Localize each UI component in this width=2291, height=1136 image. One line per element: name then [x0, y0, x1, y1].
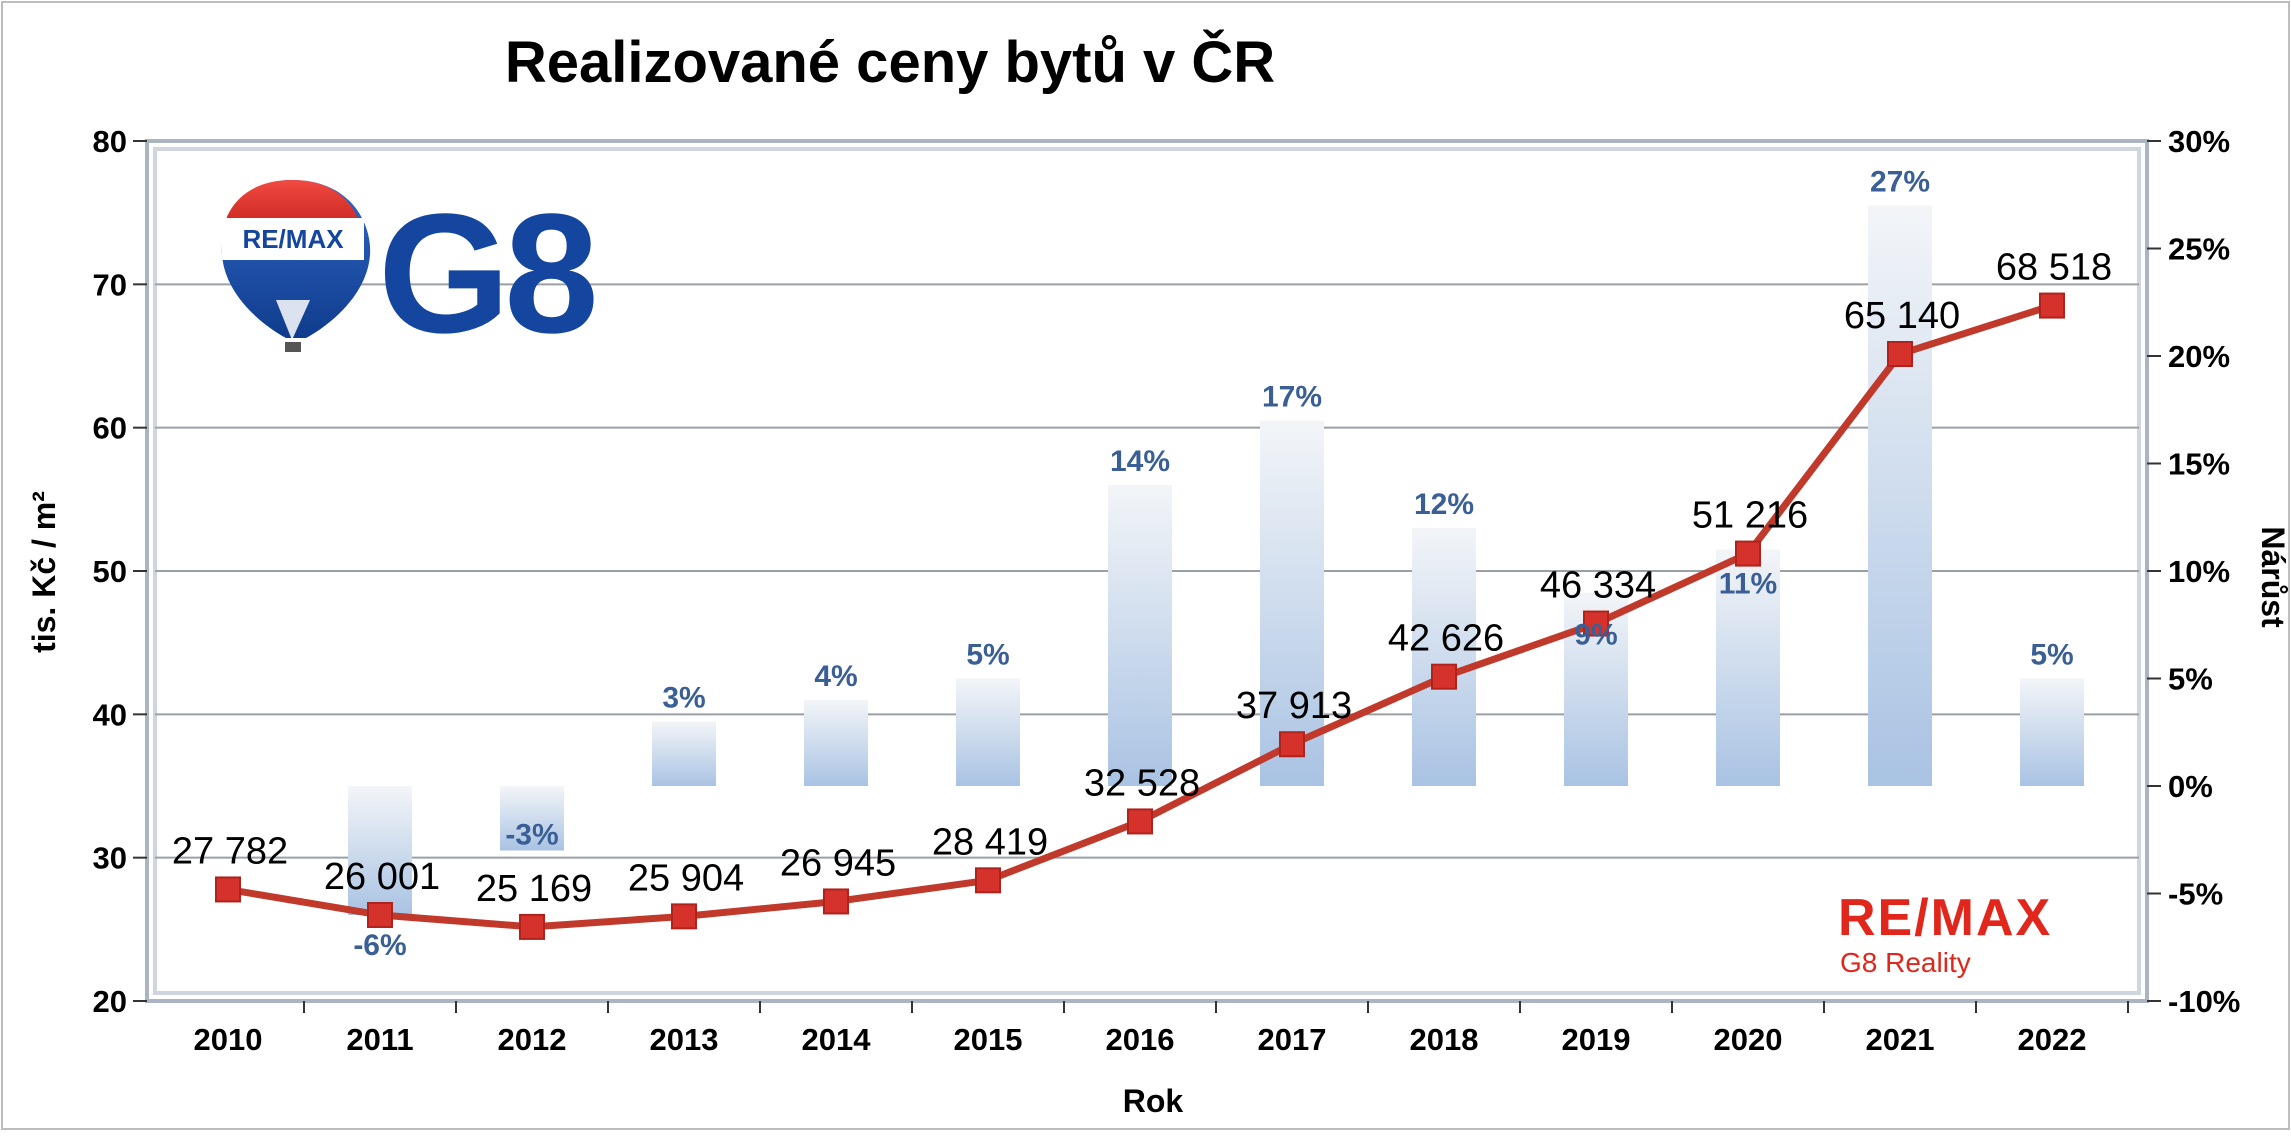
right-tick-label: 30% [2168, 124, 2230, 159]
bar-series [348, 205, 2084, 915]
g8-logo: G8 [378, 179, 594, 369]
x-tick-label: 2013 [650, 1022, 719, 1057]
bar-label: 3% [662, 682, 705, 715]
price-point [1735, 540, 1761, 567]
balloon-logo-text: RE/MAX [242, 224, 344, 254]
line-series [215, 292, 2065, 940]
right-tick-label: 5% [2168, 662, 2213, 697]
bar [652, 721, 716, 786]
price-point [823, 888, 849, 915]
bar-labels: -6% -3% 3% 4% 5% 14% 17% 12% 9% 11% 27% 5% [353, 166, 2073, 963]
price-label: 46 334 [1540, 565, 1656, 607]
bar-label: 27% [1870, 166, 1930, 199]
price-label: 51 216 [1692, 495, 1808, 537]
price-label: 28 419 [932, 821, 1048, 863]
left-tick-label: 50 [93, 554, 127, 589]
left-tick-label: 40 [93, 697, 127, 732]
remax-brand-logo: RE/MAX [1838, 889, 2052, 947]
price-point [519, 913, 545, 940]
bar-label: 11% [1719, 568, 1777, 601]
bar-label: 17% [1262, 381, 1322, 414]
bar-label: 5% [2030, 639, 2073, 672]
right-tick-label: 20% [2168, 339, 2230, 374]
right-tick-label: 10% [2168, 554, 2230, 589]
right-tick-label: 0% [2168, 769, 2213, 804]
price-label: 25 169 [476, 868, 592, 910]
bar [1412, 528, 1476, 786]
price-point [367, 901, 393, 928]
right-tick-label: 25% [2168, 232, 2230, 267]
bar [956, 678, 1020, 786]
bar-label: 5% [966, 639, 1009, 672]
price-label: 32 528 [1084, 762, 1200, 804]
x-tick-label: 2019 [1562, 1022, 1631, 1057]
bar [1716, 549, 1780, 786]
x-tick-label: 2021 [1866, 1022, 1935, 1057]
bar-label: -6% [353, 929, 406, 962]
bar-label: -3% [505, 819, 558, 852]
price-label: 25 904 [628, 857, 744, 899]
chart-title: Realizované ceny bytů v ČR [505, 30, 1275, 95]
price-point [2039, 292, 2065, 319]
price-point [1279, 731, 1305, 758]
left-tick-label: 20 [93, 984, 127, 1019]
x-axis-title: Rok [1123, 1083, 1184, 1119]
bar-label: 12% [1414, 488, 1474, 521]
remax-brand-subtitle: G8 Reality [1840, 947, 1971, 978]
x-tick-label: 2020 [1714, 1022, 1783, 1057]
price-point [215, 876, 241, 903]
price-point [1431, 663, 1457, 690]
x-tick-label: 2011 [346, 1022, 413, 1057]
left-tick-label: 70 [93, 267, 127, 302]
bar [804, 700, 868, 786]
left-axis-title: tis. Kč / m² [26, 491, 62, 653]
left-tick-label: 80 [93, 124, 127, 159]
remax-balloon-logo: RE/MAX [221, 180, 371, 352]
bar-label: 4% [814, 660, 857, 693]
price-label: 27 782 [172, 830, 288, 872]
x-tick-label: 2018 [1410, 1022, 1479, 1057]
price-point [975, 867, 1001, 894]
right-axis-title: Nárůst [2255, 526, 2291, 628]
right-tick-label: -10% [2168, 984, 2240, 1019]
bar [1868, 205, 1932, 786]
price-label: 26 945 [780, 842, 896, 884]
bar-label: 14% [1110, 445, 1170, 478]
line-labels: 27 782 26 001 25 169 25 904 26 945 28 419 32 5… [172, 247, 2112, 910]
x-tick-label: 2015 [954, 1022, 1023, 1057]
x-tick-label: 2016 [1106, 1022, 1175, 1057]
price-label: 37 913 [1236, 685, 1352, 727]
x-tick-label: 2012 [498, 1022, 567, 1057]
price-point [1887, 340, 1913, 367]
bar [348, 786, 412, 915]
price-point [671, 903, 697, 930]
bar [1108, 485, 1172, 786]
price-point [1127, 808, 1153, 835]
left-axis-ticks: 80 70 60 50 40 30 20 [93, 124, 147, 1019]
price-label: 68 518 [1996, 247, 2112, 289]
bar-label: 9% [1574, 619, 1617, 652]
price-label: 65 140 [1844, 295, 1960, 337]
x-tick-label: 2022 [2018, 1022, 2087, 1057]
x-axis-ticks: 2010 2011 2012 2013 2014 2015 2016 2017 2018 2019… [194, 1001, 2129, 1057]
x-tick-label: 2017 [1258, 1022, 1327, 1057]
x-tick-label: 2010 [194, 1022, 263, 1057]
left-tick-label: 60 [93, 411, 127, 446]
price-point [1583, 610, 1609, 637]
bar [500, 786, 564, 851]
bar [1260, 420, 1324, 786]
price-label: 42 626 [1388, 618, 1504, 660]
right-tick-label: 15% [2168, 447, 2230, 482]
right-tick-label: -5% [2168, 877, 2223, 912]
bar [2020, 678, 2084, 786]
left-tick-label: 30 [93, 841, 127, 876]
x-tick-label: 2014 [802, 1022, 872, 1057]
price-label: 26 001 [324, 856, 440, 898]
right-axis-ticks: 30% 25% 20% 15% 10% 5% 0% -5% -10% [2147, 124, 2240, 1019]
